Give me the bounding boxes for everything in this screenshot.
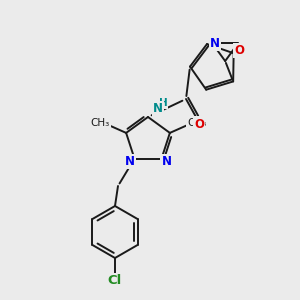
Text: O: O xyxy=(194,118,204,130)
Text: N: N xyxy=(124,155,134,168)
Text: CH₃: CH₃ xyxy=(91,118,110,128)
Text: N: N xyxy=(210,37,220,50)
Text: O: O xyxy=(235,44,245,57)
Text: Cl: Cl xyxy=(108,274,122,287)
Text: N: N xyxy=(153,103,163,116)
Text: H: H xyxy=(159,98,167,108)
Text: CH₃: CH₃ xyxy=(187,118,206,128)
Text: N: N xyxy=(161,155,172,168)
